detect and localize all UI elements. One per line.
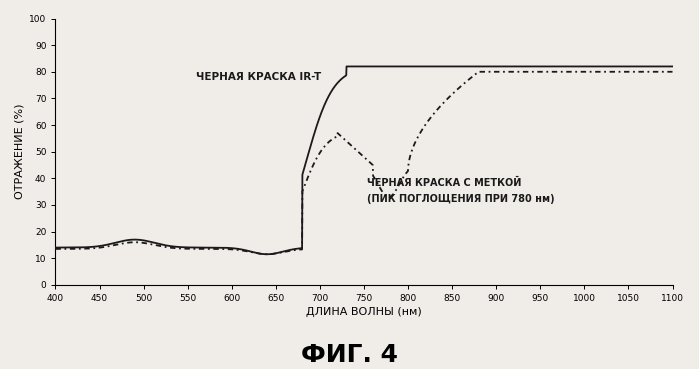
- Text: ЧЕРНАЯ КРАСКА IR-T: ЧЕРНАЯ КРАСКА IR-T: [196, 72, 322, 82]
- Y-axis label: ОТРАЖЕНИЕ (%): ОТРАЖЕНИЕ (%): [15, 104, 25, 199]
- X-axis label: ДЛИНА ВОЛНЫ (нм): ДЛИНА ВОЛНЫ (нм): [306, 307, 422, 317]
- Text: ФИГ. 4: ФИГ. 4: [301, 343, 398, 367]
- Text: ЧЕРНАЯ КРАСКА С МЕТКОЙ: ЧЕРНАЯ КРАСКА С МЕТКОЙ: [366, 178, 521, 189]
- Text: (ПИК ПОГЛОЩЕНИЯ ПРИ 780 нм): (ПИК ПОГЛОЩЕНИЯ ПРИ 780 нм): [366, 194, 554, 204]
